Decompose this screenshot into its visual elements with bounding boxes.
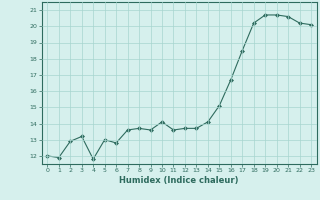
X-axis label: Humidex (Indice chaleur): Humidex (Indice chaleur) bbox=[119, 176, 239, 185]
